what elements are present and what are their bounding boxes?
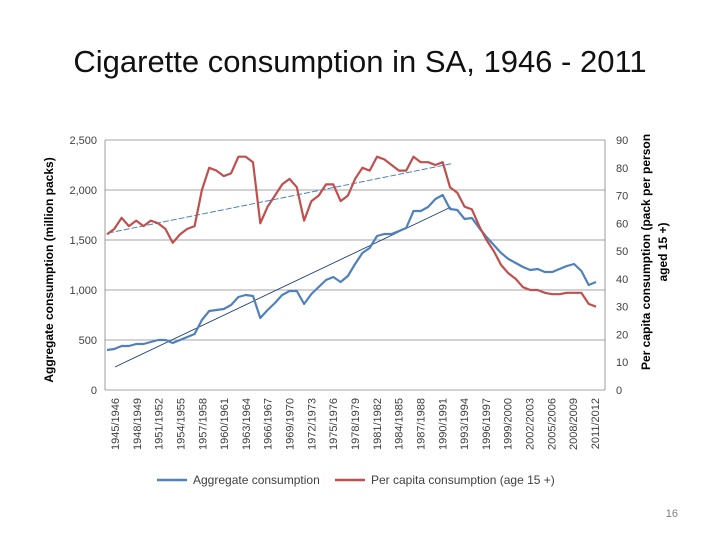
- x-tick-label: 1993/1994: [459, 398, 471, 450]
- x-tick-label: 1945/1946: [110, 398, 122, 450]
- gridlines: [105, 139, 605, 391]
- x-tick-label: 1960/1961: [219, 398, 231, 450]
- y-tick-left: 1,000: [69, 285, 97, 297]
- y-tick-right: 70: [616, 191, 628, 203]
- x-tick-label: 1990/1991: [437, 398, 449, 450]
- y-tick-right: 50: [616, 246, 628, 258]
- y-axis-title-right: Per capita consumption (pack per person: [639, 134, 653, 370]
- y-tick-left: 2,000: [69, 185, 97, 197]
- y-tick-left: 0: [91, 385, 97, 397]
- axes: [104, 140, 606, 390]
- x-tick-label: 1999/2000: [503, 398, 515, 450]
- x-tick-label: 2002/2003: [525, 398, 537, 450]
- slide-title: Cigarette consumption in SA, 1946 - 2011: [73, 44, 647, 79]
- x-tick-label: 1954/1955: [175, 398, 187, 450]
- x-tick-label: 2011/2012: [590, 398, 602, 449]
- x-tick-label: 1969/1970: [285, 398, 297, 450]
- x-tick-label: 1966/1967: [263, 398, 275, 450]
- y-tick-right: 20: [616, 329, 628, 341]
- x-tick-label: 1972/1973: [306, 398, 318, 450]
- y-axis-title-left: Aggregate consumption (million packs): [42, 157, 56, 382]
- legend-label-per-capita: Per capita consumption (age 15 +): [371, 473, 555, 487]
- x-tick-label: 2008/2009: [568, 398, 580, 450]
- x-tick-label: 1957/1958: [197, 398, 209, 450]
- series-line-aggregate: [106, 193, 597, 352]
- slide-number: 16: [665, 508, 678, 520]
- trendline-per-capita: [107, 163, 453, 234]
- y-axis-title-right-line2: aged 15 +): [656, 222, 670, 281]
- y-tick-right: 0: [616, 385, 622, 397]
- x-tick-label: 1978/1979: [350, 398, 362, 450]
- x-tick-label: 1963/1964: [241, 398, 253, 450]
- trendlines: [107, 163, 453, 368]
- y-tick-right: 40: [616, 274, 628, 286]
- legend-label-aggregate: Aggregate consumption: [193, 473, 320, 487]
- legend: Aggregate consumption Per capita consumpt…: [157, 473, 555, 487]
- series-lines: [106, 155, 597, 352]
- y-tick-right: 90: [616, 135, 628, 147]
- y-tick-left: 2,500: [69, 135, 97, 147]
- series-line-per-capita: [106, 155, 597, 308]
- x-tick-label: 1984/1985: [394, 398, 406, 450]
- x-tick-label: 1951/1952: [154, 398, 166, 450]
- y-tick-left: 500: [79, 335, 97, 347]
- axis-labels: 0 500 1,000 1,500 2,000 2,500 0 10 20 30 40 50 60 70 8…: [42, 134, 670, 450]
- y-tick-right: 30: [616, 302, 628, 314]
- x-tick-label: 1948/1949: [132, 398, 144, 450]
- x-tick-label: 1975/1976: [328, 398, 340, 450]
- y-tick-right: 60: [616, 218, 628, 230]
- y-tick-left: 1,500: [69, 235, 97, 247]
- x-tick-label: 1981/1982: [372, 398, 384, 450]
- y-tick-right: 80: [616, 163, 628, 175]
- x-tick-label: 2005/2006: [546, 398, 558, 450]
- x-tick-label: 1987/1988: [415, 398, 427, 450]
- x-tick-label: 1996/1997: [481, 398, 493, 450]
- y-tick-right: 10: [616, 357, 628, 369]
